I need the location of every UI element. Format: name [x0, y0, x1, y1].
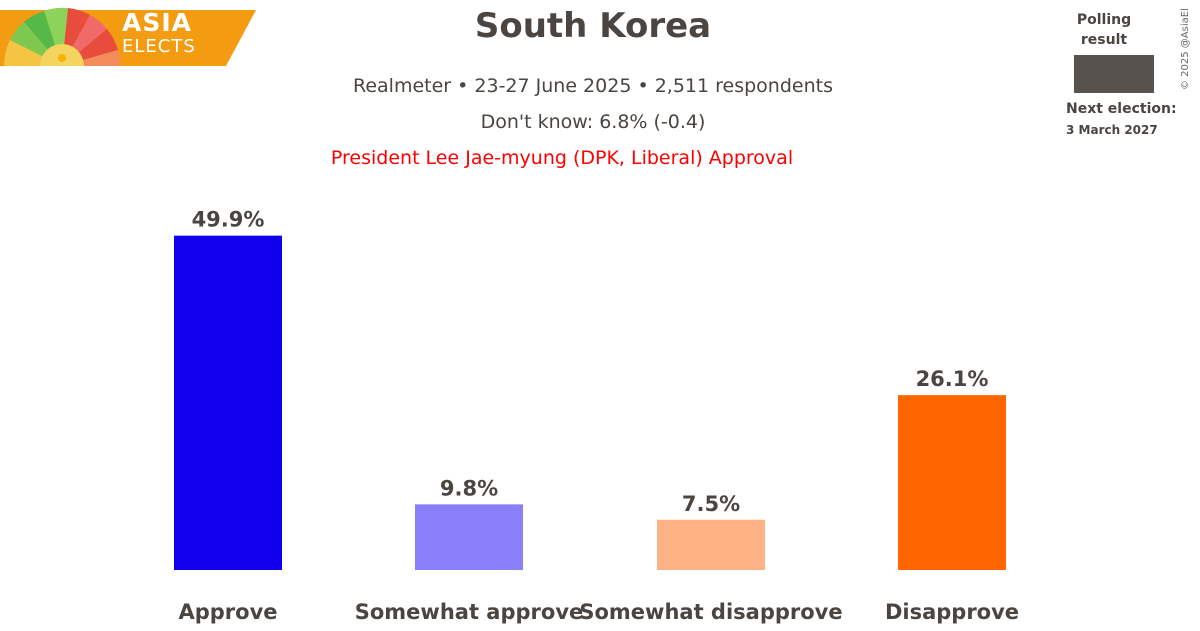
poll-subtitle: Realmeter • 23-27 June 2025 • 2,511 resp…	[353, 75, 833, 97]
copyright-note: © 2025 @AsiaElects	[1180, 8, 1191, 90]
legend-label: Polling result	[1076, 12, 1132, 48]
value-label-somewhat-approve: 9.8%	[440, 476, 498, 500]
bar-somewhat-disapprove	[657, 519, 765, 570]
value-label-somewhat-disapprove: 7.5%	[682, 492, 740, 516]
category-label-somewhat-disapprove: Somewhat disapprove	[579, 600, 842, 624]
category-label-disapprove: Disapprove	[885, 600, 1019, 624]
asia-elects-logo: ASIA ELECTS	[0, 0, 260, 70]
next-election-label: Next election:	[1066, 101, 1177, 117]
next-election-date: 3 March 2027	[1066, 123, 1158, 137]
legend-swatch	[1074, 55, 1154, 93]
bar-somewhat-approve	[415, 504, 523, 570]
poll-question: President Lee Jae-myung (DPK, Liberal) A…	[330, 147, 794, 169]
value-label-approve: 49.9%	[192, 208, 265, 232]
logo-graphic	[0, 7, 256, 66]
copyright-text: © 2025 @AsiaElects	[1180, 8, 1191, 90]
category-label-somewhat-approve: Somewhat approve	[355, 600, 584, 624]
logo-text-asia: ASIA	[122, 8, 193, 37]
dont-know-text: Don't know: 6.8% (-0.4)	[480, 111, 706, 133]
category-label-approve: Approve	[178, 600, 277, 624]
page-title: South Korea	[474, 6, 712, 46]
logo-text-elects: ELECTS	[122, 36, 196, 57]
bar-approve	[174, 235, 282, 571]
value-label-disapprove: 26.1%	[916, 367, 989, 391]
bar-disapprove	[898, 395, 1006, 570]
